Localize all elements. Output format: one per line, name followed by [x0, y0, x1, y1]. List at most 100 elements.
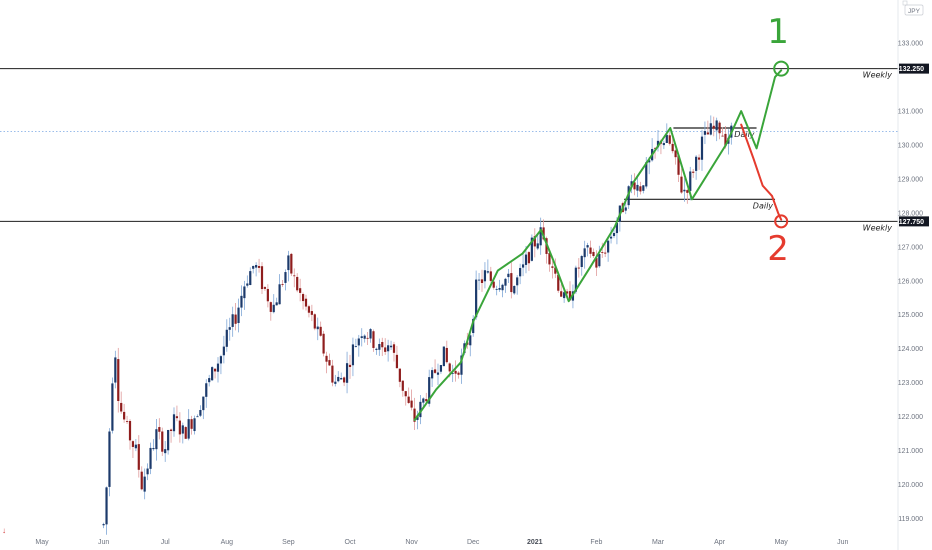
candle-body	[337, 376, 340, 382]
candle-body	[293, 275, 296, 277]
candle-body	[213, 368, 217, 372]
candle-body	[316, 326, 319, 330]
level-label-weekly-upper: Weekly	[863, 71, 893, 80]
candle-body	[530, 237, 533, 261]
candle-body	[724, 133, 727, 147]
candle-body	[123, 411, 126, 420]
candle-body	[187, 419, 190, 439]
candle-body	[662, 143, 665, 146]
y-tick-label: 119.000	[898, 516, 923, 523]
candle-body	[656, 140, 660, 148]
candle-body	[419, 401, 422, 418]
candle-body	[442, 346, 445, 367]
candle-body	[425, 399, 428, 402]
candle-body	[665, 134, 668, 143]
candle-body	[668, 135, 671, 144]
candle-body	[507, 273, 510, 278]
candle-body	[175, 416, 179, 419]
candle-body	[222, 346, 225, 356]
candle-body	[539, 227, 542, 246]
candle-body	[601, 252, 604, 253]
candle-body	[240, 295, 243, 308]
candle-body	[196, 416, 199, 418]
red-projection-path	[740, 123, 783, 221]
candle-body	[190, 419, 193, 429]
candle-body	[504, 278, 507, 286]
candle-body	[636, 184, 639, 191]
candle-body	[428, 377, 431, 404]
candle-body	[211, 367, 214, 381]
level-label-weekly-lower: Weekly	[863, 223, 893, 232]
price-tag-box	[899, 63, 929, 74]
candle-body	[577, 267, 580, 269]
candle-body	[354, 346, 357, 347]
candle-body	[492, 281, 495, 288]
candles-layer	[102, 115, 733, 535]
menu-icon-box	[902, 0, 908, 6]
candle-body	[401, 380, 404, 391]
x-tick-label: May	[775, 539, 789, 546]
y-tick-label: 127.000	[898, 244, 923, 251]
candle-body	[296, 276, 299, 291]
candle-body	[677, 155, 680, 175]
x-axis[interactable]: May Jun Jul Aug Sep Oct Nov Dec 2021 Feb Mar Apr May…	[2, 526, 849, 546]
candle-body	[208, 378, 211, 383]
candle-body	[340, 378, 343, 380]
candle-body	[172, 414, 176, 432]
candle-body	[275, 302, 278, 306]
candle-body	[184, 427, 187, 439]
y-tick-label: 120.000	[898, 482, 923, 489]
candle-body	[413, 408, 416, 422]
x-tick-label: Jun	[98, 539, 109, 546]
currency-badge[interactable]: JPY	[904, 4, 924, 16]
candle-body	[161, 431, 164, 452]
candle-body	[642, 185, 645, 191]
candle-body	[568, 291, 572, 301]
candle-body	[310, 311, 313, 315]
candle-body	[257, 266, 261, 268]
candle-body	[111, 383, 114, 431]
candle-body	[709, 123, 712, 135]
candle-body	[692, 171, 695, 173]
candle-body	[378, 344, 381, 350]
red-target-circle	[774, 214, 789, 229]
candle-body	[477, 279, 481, 281]
candle-body	[246, 283, 249, 286]
candle-body	[700, 136, 704, 160]
x-tick-label: Feb	[590, 539, 602, 546]
candle-body	[648, 160, 651, 163]
candle-body	[152, 447, 155, 450]
candle-body	[102, 524, 105, 526]
candle-body	[703, 131, 707, 135]
y-tick-label: 124.000	[898, 346, 923, 353]
candle-body	[495, 288, 498, 290]
candle-body	[422, 398, 425, 403]
candle-body	[715, 120, 718, 131]
candle-body	[313, 314, 316, 329]
candle-body	[548, 253, 551, 265]
candle-body	[612, 232, 616, 237]
candle-body	[167, 429, 170, 451]
candle-body	[178, 420, 181, 435]
candle-body	[181, 425, 184, 434]
candle-body	[404, 391, 407, 397]
y-axis[interactable]: 133.000 131.000 130.000 129.000 128.000 127.0…	[897, 0, 929, 550]
menu-icon[interactable]	[902, 0, 908, 6]
candle-body	[234, 314, 237, 324]
currency-label: JPY	[908, 8, 921, 15]
candle-body	[586, 245, 589, 248]
candle-body	[513, 286, 516, 294]
event-marker[interactable]: ↓	[2, 526, 6, 535]
candle-body	[521, 264, 525, 268]
x-tick-label: Jun	[837, 539, 848, 546]
candle-body	[519, 267, 522, 277]
candle-body	[237, 307, 240, 324]
candle-body	[105, 487, 108, 525]
x-tick-label: May	[35, 539, 49, 546]
candle-body	[384, 347, 387, 352]
candle-body	[128, 420, 132, 441]
candle-body	[120, 402, 123, 412]
x-tick-label: 2021	[527, 539, 543, 546]
